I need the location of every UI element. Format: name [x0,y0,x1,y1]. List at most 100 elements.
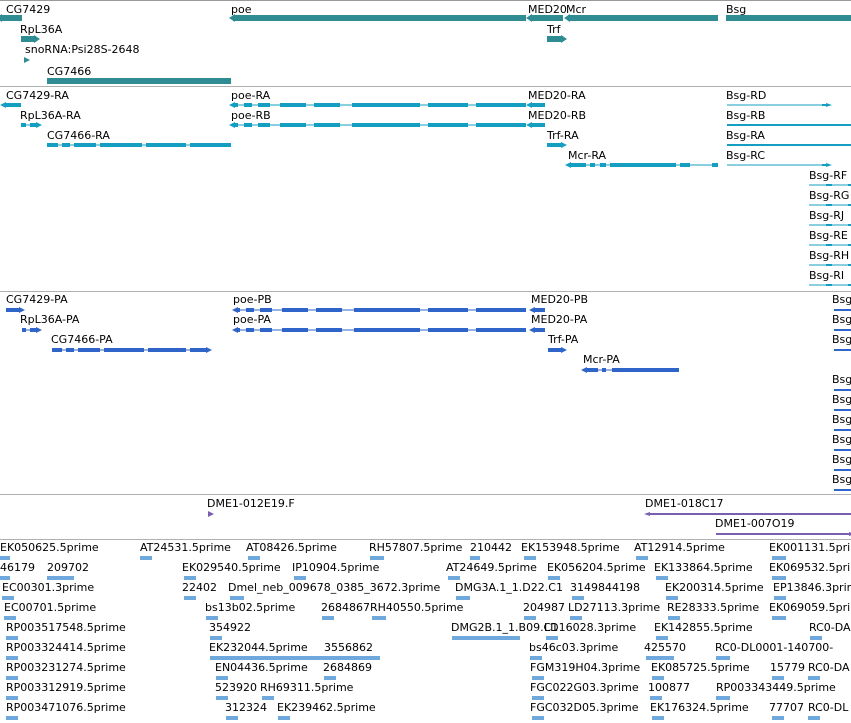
gene-label[interactable]: Bsg [726,3,747,16]
protein-label[interactable]: poe-PB [233,293,272,306]
est-label[interactable]: EP13846.3prime [773,581,851,594]
est-glyph[interactable] [767,674,789,682]
est-label[interactable]: RC0-DL0001-140700- [715,641,834,654]
est-glyph[interactable] [525,654,547,662]
transcript-glyph[interactable] [525,101,550,109]
protein-label[interactable]: Bsg [832,473,851,486]
transcript-label[interactable]: Trf-RA [547,129,579,142]
transcript-glyph[interactable] [804,242,851,248]
est-label[interactable]: 77707 [769,701,804,714]
est-glyph[interactable] [179,574,201,582]
est-glyph[interactable] [201,614,223,622]
est-label[interactable]: EK232044.5prime [209,641,308,654]
est-label[interactable]: RP003231274.5prime [6,661,126,674]
est-label[interactable]: FGM319H04.3prime [530,661,641,674]
transcript-label[interactable]: CG7429-RA [6,89,69,102]
est-label[interactable]: RP003343449.5prime [716,681,836,694]
clone-label[interactable]: DME1-007O19 [715,517,795,530]
est-glyph[interactable] [1,634,23,642]
est-label[interactable]: 2684869 [323,661,372,674]
transcript-label[interactable]: MED20-RB [528,109,587,122]
transcript-glyph[interactable] [228,101,531,109]
est-label[interactable]: RC0-DA [809,621,851,634]
gene-label[interactable]: RpL36A [20,23,63,36]
est-glyph[interactable] [447,634,525,642]
est-label[interactable]: FGC022G03.3prime [530,681,639,694]
est-label[interactable]: IP10904.5prime [292,561,380,574]
est-glyph[interactable] [651,634,673,642]
est-glyph[interactable] [273,714,295,722]
est-label[interactable]: EK001131.5prime [769,541,851,554]
protein-label[interactable]: Bsg [832,373,851,386]
protein-label[interactable]: Mcr-PA [583,353,620,366]
est-label[interactable]: DMG3A.1_1.D22.C1 [455,581,563,594]
transcript-glyph[interactable] [42,141,236,149]
est-label[interactable]: EN04436.5prime [215,661,308,674]
est-label[interactable]: 46179 [0,561,35,574]
transcript-label[interactable]: Bsg-RG [809,189,850,202]
transcript-label[interactable]: poe-RB [231,109,271,122]
est-glyph[interactable] [1,654,23,662]
transcript-label[interactable]: Bsg-RF [809,169,848,182]
est-glyph[interactable] [289,574,311,582]
est-glyph[interactable] [367,614,391,622]
est-glyph[interactable] [527,674,549,682]
transcript-glyph[interactable] [16,121,43,129]
est-label[interactable]: AT24531.5prime [140,541,231,554]
est-label[interactable]: 2684867 [321,601,370,614]
est-label[interactable]: bs13b02.5prime [205,601,296,614]
est-glyph[interactable] [243,554,265,562]
est-glyph[interactable] [543,574,565,582]
protein-label[interactable]: poe-PA [233,313,271,326]
protein-glyph[interactable] [231,306,531,314]
est-label[interactable]: 100877 [648,681,690,694]
protein-label[interactable]: Bsg [832,293,851,306]
est-label[interactable]: EK056204.5prime [547,561,646,574]
transcript-glyph[interactable] [722,102,833,108]
gene-glyph[interactable] [42,76,236,86]
est-glyph[interactable] [645,694,667,702]
est-glyph[interactable] [1,674,23,682]
gene-label[interactable]: snoRNA:Psi28S-2648 [25,43,140,56]
est-glyph[interactable] [257,694,279,702]
transcript-glyph[interactable] [804,222,851,228]
protein-label[interactable]: Bsg [832,453,851,466]
protein-label[interactable]: Trf-PA [548,333,579,346]
protein-label[interactable]: Bsg [832,413,851,426]
gene-glyph[interactable] [0,13,27,23]
est-glyph[interactable] [769,594,791,602]
clone-label[interactable]: DME1-018C17 [645,497,724,510]
transcript-glyph[interactable] [804,282,851,288]
est-label[interactable]: EK133864.5prime [654,561,753,574]
protein-glyph[interactable] [17,326,43,334]
est-glyph[interactable] [0,574,15,582]
gene-label[interactable]: poe [231,3,252,16]
est-label[interactable]: 523920 [215,681,257,694]
est-label[interactable]: 354922 [209,621,251,634]
transcript-label[interactable]: RpL36A-RA [20,109,81,122]
est-glyph[interactable] [0,594,19,602]
est-glyph[interactable] [641,654,679,662]
gene-glyph[interactable] [542,34,568,44]
est-glyph[interactable] [767,574,791,582]
protein-glyph[interactable] [1,306,26,314]
clone-glyph[interactable] [206,509,216,519]
est-glyph[interactable] [661,594,683,602]
protein-label[interactable]: Bsg [832,433,851,446]
est-label[interactable]: EK142855.5prime [654,621,753,634]
gene-label[interactable]: Mcr [566,3,587,16]
est-label[interactable]: RC0-DL [808,701,849,714]
protein-glyph[interactable] [47,346,213,354]
transcript-label[interactable]: Bsg-RA [726,129,765,142]
est-label[interactable]: 15779 [770,661,805,674]
clone-glyph[interactable] [643,511,851,517]
est-label[interactable]: FGC032D05.3prime [530,701,639,714]
protein-label[interactable]: CG7466-PA [51,333,113,346]
est-label[interactable]: EK085725.5prime [651,661,750,674]
est-glyph[interactable] [805,634,827,642]
est-glyph[interactable] [541,634,563,642]
est-label[interactable]: RP003517548.5prime [6,621,126,634]
est-label[interactable]: EC00301.3prime [2,581,95,594]
est-glyph[interactable] [365,554,389,562]
est-glyph[interactable] [221,714,243,722]
